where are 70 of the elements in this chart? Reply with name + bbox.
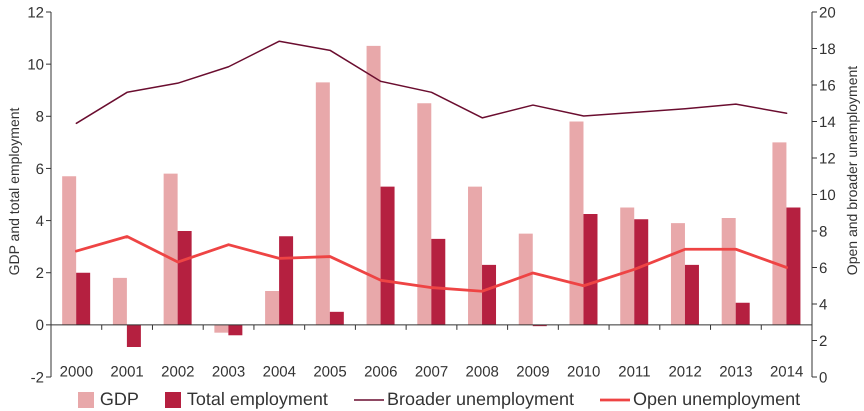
y2-tick-label: 16: [819, 77, 836, 94]
y2-tick-label: 0: [819, 369, 828, 386]
y2-tick-label: 6: [819, 260, 828, 277]
x-tick-label: 2014: [770, 364, 804, 380]
y2-tick-label: 4: [819, 296, 828, 314]
bar: [569, 122, 584, 325]
x-tick-label: 2006: [364, 364, 398, 380]
bar: [164, 174, 178, 325]
bar: [112, 278, 127, 325]
x-tick-label: 2005: [313, 364, 347, 380]
y-tick-label: 0: [36, 317, 44, 334]
bar: [786, 208, 800, 325]
y-axis-title: GDP and total employment: [6, 107, 22, 276]
bar: [670, 223, 685, 325]
x-tick-label: 2001: [110, 364, 144, 380]
y2-tick-label: 20: [819, 4, 836, 22]
x-tick-label: 2003: [212, 364, 246, 380]
y-tick-label: -2: [30, 369, 44, 386]
y2-tick-label: 12: [819, 150, 836, 168]
bar: [583, 214, 598, 325]
y2-tick-label: 14: [819, 114, 836, 131]
x-tick-label: 2008: [466, 364, 499, 380]
y-tick-label: 4: [36, 212, 44, 230]
y-tick-label: 8: [36, 108, 44, 126]
y-tick-label: 12: [27, 4, 44, 22]
bar: [620, 208, 634, 325]
bar: [316, 82, 330, 325]
legend-label: GDP: [100, 389, 139, 410]
x-tick-label: 2013: [719, 364, 753, 380]
bar: [279, 236, 294, 325]
bar: [684, 264, 699, 325]
bar: [366, 46, 381, 325]
x-tick-label: 2000: [60, 364, 94, 380]
bar: [482, 264, 496, 325]
y2-axis-title: Open and broader unemployment: [844, 66, 860, 276]
bar: [330, 312, 344, 325]
x-tick-label: 2002: [161, 364, 195, 380]
bar: [431, 238, 446, 325]
bar: [634, 219, 648, 325]
bar: [126, 324, 141, 348]
x-tick-label: 2010: [567, 364, 600, 380]
y-tick-label: 2: [36, 265, 44, 282]
x-tick-label: 2011: [618, 364, 651, 380]
bar: [265, 290, 280, 325]
x-tick-label: 2009: [516, 364, 550, 380]
y2-tick-label: 8: [819, 223, 828, 240]
bar: [518, 234, 533, 325]
bar: [772, 142, 786, 325]
y2-tick-label: 2: [819, 332, 828, 350]
bar: [417, 103, 432, 325]
line-series: [74, 235, 788, 293]
y2-tick-label: 18: [819, 40, 836, 58]
legend-label: Total employment: [186, 389, 328, 410]
bar: [228, 324, 242, 336]
bar: [62, 176, 76, 325]
x-tick-label: 2012: [668, 364, 702, 380]
x-tick-label: 2004: [262, 364, 296, 380]
bar: [76, 272, 90, 325]
y2-tick-label: 10: [819, 186, 836, 204]
y-tick-label: 10: [27, 56, 44, 74]
bar: [468, 186, 482, 325]
bar: [722, 218, 736, 325]
bar: [736, 302, 750, 325]
legend-label: Broader unemployment: [386, 389, 574, 410]
bar: [178, 231, 192, 325]
line-series: [76, 40, 788, 124]
x-tick-label: 2007: [414, 364, 448, 380]
y-tick-label: 6: [36, 160, 44, 178]
legend-label: Open unemployment: [633, 389, 800, 410]
bar: [380, 186, 395, 325]
